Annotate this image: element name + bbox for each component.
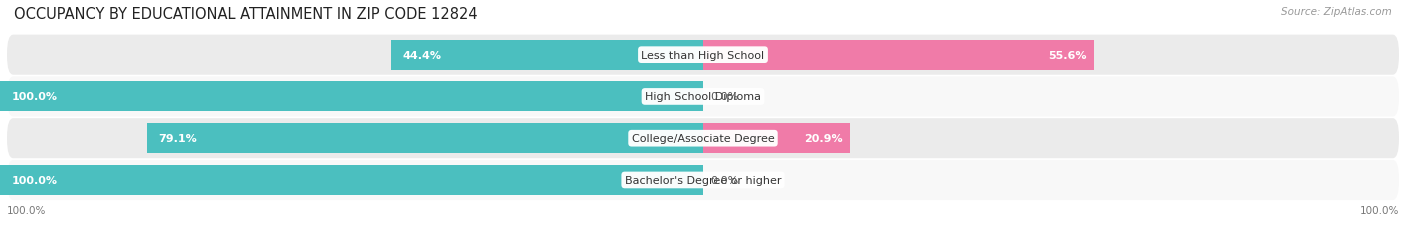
Text: Bachelor's Degree or higher: Bachelor's Degree or higher — [624, 175, 782, 185]
Text: OCCUPANCY BY EDUCATIONAL ATTAINMENT IN ZIP CODE 12824: OCCUPANCY BY EDUCATIONAL ATTAINMENT IN Z… — [14, 7, 478, 22]
Bar — [148, 124, 703, 154]
Bar — [0, 82, 703, 112]
FancyBboxPatch shape — [7, 36, 1399, 75]
Text: 100.0%: 100.0% — [11, 175, 58, 185]
Text: Source: ZipAtlas.com: Source: ZipAtlas.com — [1281, 7, 1392, 17]
Text: College/Associate Degree: College/Associate Degree — [631, 134, 775, 144]
Text: 79.1%: 79.1% — [159, 134, 197, 144]
FancyBboxPatch shape — [7, 160, 1399, 200]
Text: 55.6%: 55.6% — [1049, 50, 1087, 61]
Text: Less than High School: Less than High School — [641, 50, 765, 61]
FancyBboxPatch shape — [7, 77, 1399, 117]
Text: 44.4%: 44.4% — [402, 50, 441, 61]
Text: 100.0%: 100.0% — [1360, 206, 1399, 216]
Text: 0.0%: 0.0% — [710, 92, 738, 102]
FancyBboxPatch shape — [7, 119, 1399, 158]
Bar — [391, 40, 703, 70]
Text: 100.0%: 100.0% — [7, 206, 46, 216]
Bar — [703, 124, 849, 154]
Text: 0.0%: 0.0% — [710, 175, 738, 185]
Text: 100.0%: 100.0% — [11, 92, 58, 102]
Text: High School Diploma: High School Diploma — [645, 92, 761, 102]
Bar — [0, 165, 703, 195]
Bar — [703, 40, 1094, 70]
Text: 20.9%: 20.9% — [804, 134, 844, 144]
